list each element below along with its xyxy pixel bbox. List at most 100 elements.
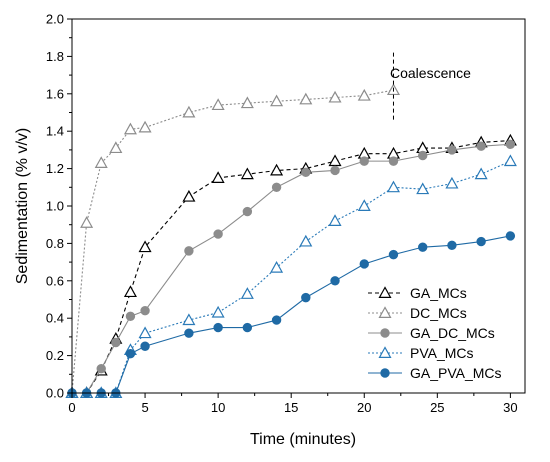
data-point [138,326,152,339]
legend-item: GA_MCs [368,285,467,301]
legend-label: GA_MCs [410,285,467,301]
data-point [140,306,150,316]
data-point [330,165,340,176]
data-point [211,98,225,111]
data-point [476,236,486,247]
data-point [213,322,223,333]
data-point [182,105,196,118]
series-line [72,143,511,394]
data-point [270,94,284,107]
data-point [359,259,369,269]
data-point [240,287,254,299]
series-DC_MCs [65,83,401,398]
data-point [388,249,399,260]
data-point [240,167,254,180]
data-point [125,349,136,359]
x-tick-label: 15 [284,400,298,415]
legend-marker [380,368,390,378]
legend-label: DC_MCs [410,305,467,321]
data-point [123,122,137,135]
x-tick-label: 25 [430,400,444,415]
legend-label: GA_DC_MCs [410,325,495,341]
y-tick-label: 0.8 [46,236,64,251]
data-point [301,167,311,178]
x-tick-label: 20 [357,400,371,415]
data-point [388,156,399,166]
data-point [123,285,137,298]
x-tick-label: 5 [141,400,148,415]
data-point [503,154,517,167]
x-tick-label: 30 [503,400,517,415]
x-tick-label: 0 [68,400,75,415]
y-tick-label: 2.0 [46,12,64,27]
data-point [445,176,459,189]
x-tick-label: 10 [211,400,225,415]
y-axis-title: Sedimentation (% v/v) [14,128,31,285]
data-point [184,246,194,256]
legend-marker [378,286,392,298]
data-point [182,189,196,202]
x-axis-title: Time (minutes) [250,431,356,448]
series-line [71,89,394,394]
data-point [505,139,516,149]
data-point [213,229,223,239]
data-point [240,96,254,109]
y-tick-label: 1.4 [46,124,64,139]
data-point [299,92,313,105]
plot-area [65,83,517,398]
y-tick-label: 0.4 [46,311,64,326]
y-tick-label: 1.6 [46,86,64,101]
data-point [211,171,225,183]
data-point [447,240,457,250]
data-point [357,199,371,211]
data-point [328,154,342,167]
y-tick-label: 1.2 [46,161,64,176]
coalescence-annotation: Coalescence [390,65,471,81]
data-point [138,120,152,133]
legend-marker [380,328,390,338]
legend-label: PVA_MCs [410,345,474,361]
data-point [184,328,194,338]
legend-marker [378,306,392,318]
data-point [80,216,94,228]
data-point [301,292,311,303]
y-tick-label: 0.2 [46,348,64,363]
data-point [111,337,121,348]
data-point [505,231,516,241]
data-point [270,260,284,273]
data-point [96,363,106,374]
y-tick-label: 0.6 [46,273,64,288]
data-point [211,305,225,318]
legend-item: GA_PVA_MCs [368,365,502,381]
data-point [357,88,371,101]
data-point [94,156,108,168]
data-point [359,156,369,166]
y-tick-label: 1.8 [46,49,64,64]
legend: GA_MCs DC_MCs GA_DC_MCs PVA_MCs GA_PVA_MCs [368,285,502,381]
data-point [109,141,123,154]
data-point [138,240,152,253]
data-point [328,214,342,226]
data-point [418,150,428,161]
data-point [271,182,282,193]
legend-marker [378,346,392,358]
y-tick-label: 0.0 [46,386,64,401]
data-point [270,163,284,176]
data-point [271,315,282,325]
data-point [418,242,428,252]
data-point [416,182,430,195]
data-point [447,145,457,155]
series-PVA_MCs [65,154,517,398]
data-point [386,180,401,193]
data-point [330,276,340,286]
data-point [242,322,253,333]
data-point [125,311,136,322]
y-tick-label: 1.0 [46,199,64,214]
legend-item: DC_MCs [368,305,467,321]
data-point [182,313,196,326]
data-point [476,141,486,151]
data-point [299,234,313,247]
axes: 0 5 10 15 20 25 30 0.0 0.2 0.4 0.6 0.8 1.0 1.2 1.4 1.6 1… [46,12,526,415]
legend-item: PVA_MCs [368,345,474,361]
